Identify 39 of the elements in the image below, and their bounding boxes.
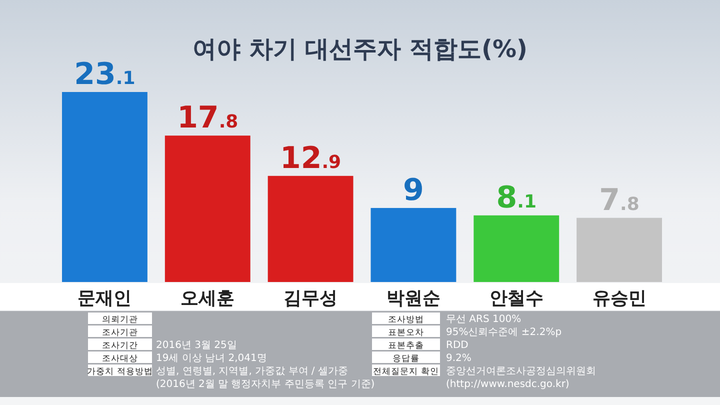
x-tick-label: 박원순 xyxy=(386,288,440,309)
bar xyxy=(370,208,456,282)
x-tick-label: 오세훈 xyxy=(180,288,235,309)
data-label: 17.8 xyxy=(177,100,238,136)
text: 2016년 3월 25일 xyxy=(156,340,237,351)
text: 조사기관 xyxy=(102,328,138,338)
bar xyxy=(62,92,148,282)
data-label: 8.1 xyxy=(496,180,536,216)
text: 중앙선거여론조사공정심의위원회 xyxy=(446,366,596,377)
bar xyxy=(474,215,560,282)
data-label: 7.8 xyxy=(599,182,640,218)
chart-title: 여야 차기 대선주자 적합도(%) xyxy=(192,35,528,63)
text: 표본추출 xyxy=(388,341,424,351)
text: 표본오차 xyxy=(388,328,424,338)
data-label: 12.9 xyxy=(280,140,342,176)
text: (http://www.nesdc.go.kr) xyxy=(446,379,570,390)
text: 19세 이상 남녀 2,041명 xyxy=(156,353,267,364)
x-tick-label: 김무성 xyxy=(284,288,338,309)
text: 무선 ARS 100% xyxy=(446,314,522,325)
text: 성별, 연령별, 지역별, 가중값 부여 / 셀가중 xyxy=(156,366,348,377)
bar xyxy=(268,176,354,282)
text: 9.2% xyxy=(446,353,472,364)
text: 전체질문지 확인 xyxy=(373,367,439,377)
text: 응답률 xyxy=(392,354,420,364)
text: 조사방법 xyxy=(388,315,424,325)
text: RDD xyxy=(446,340,469,351)
text: 조사기간 xyxy=(102,341,138,351)
data-label: 9 xyxy=(403,172,424,208)
bar xyxy=(164,136,250,282)
text: (2016년 2월 말 행정자치부 주민등록 인구 기준) xyxy=(156,379,375,390)
text: 가중치 적용방법 xyxy=(87,367,153,377)
x-tick-label: 문재인 xyxy=(78,288,132,309)
text: 조사대상 xyxy=(102,354,138,364)
text: 의뢰기관 xyxy=(102,315,138,325)
x-tick-label: 유승민 xyxy=(592,288,646,309)
bar xyxy=(576,218,662,282)
data-label: 23.1 xyxy=(74,57,136,92)
text: 95%신뢰수준에 ±2.2%p xyxy=(446,327,562,338)
x-tick-label: 안철수 xyxy=(489,288,544,309)
